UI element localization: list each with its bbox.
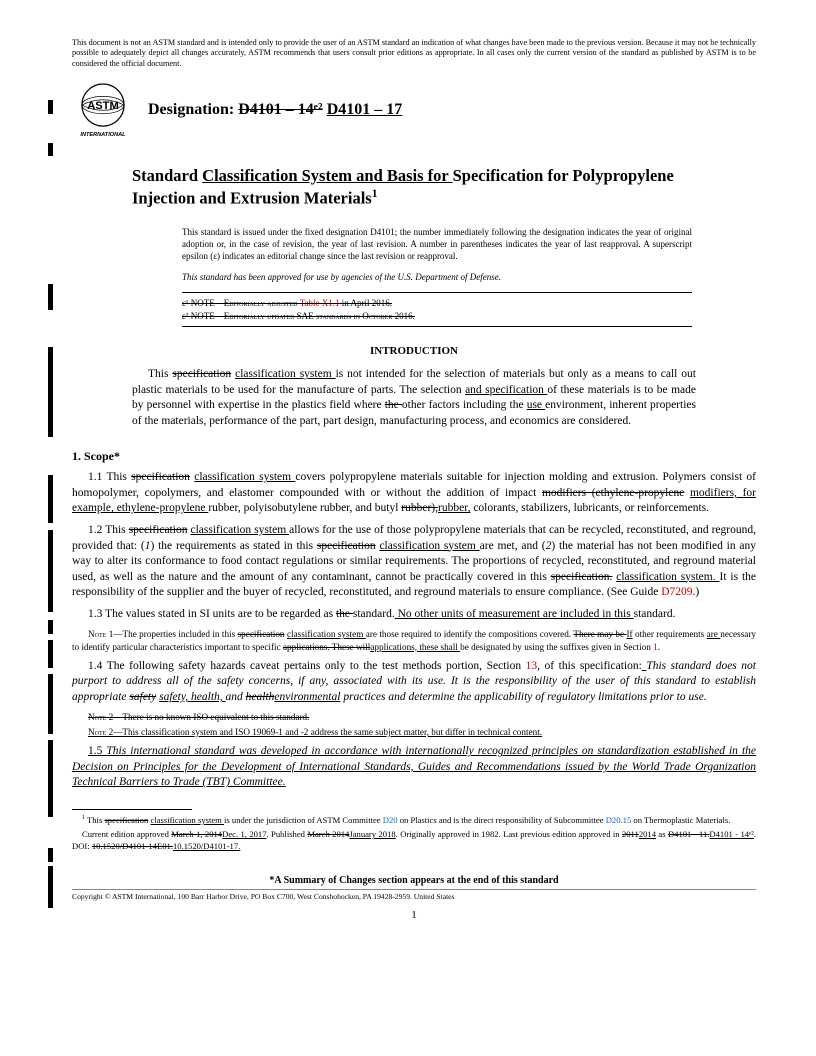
- note-2-new: Note 2—This classification system and IS…: [72, 726, 756, 738]
- note-1: Note 1—The properties included in this s…: [72, 628, 756, 653]
- scope-heading: 1. Scope*: [72, 449, 756, 464]
- old-designation: D4101 – 14ᵉ²: [238, 101, 323, 118]
- disclaimer-text: This document is not an ASTM standard an…: [72, 38, 756, 69]
- para-1-2: 1.2 This specification classification sy…: [72, 523, 756, 601]
- intro-paragraph: This specification classification system…: [132, 367, 696, 429]
- svg-text:INTERNATIONAL: INTERNATIONAL: [80, 132, 126, 138]
- dod-approval: This standard has been approved for use …: [182, 272, 756, 282]
- standard-title: Standard Classification System and Basis…: [132, 165, 692, 210]
- copyright: Copyright © ASTM International, 100 Barr…: [72, 889, 756, 901]
- summary-note: *A Summary of Changes section appears at…: [72, 875, 756, 886]
- para-1-1: 1.1 This specification classification sy…: [72, 470, 756, 517]
- footnote-1: 1 This specification classification syst…: [72, 814, 756, 826]
- astm-logo: ASTM INTERNATIONAL: [72, 79, 134, 141]
- svg-text:ASTM: ASTM: [87, 100, 119, 112]
- designation: Designation: D4101 – 14ᵉ² D4101 – 17: [148, 101, 402, 119]
- para-1-3: 1.3 The values stated in SI units are to…: [72, 607, 756, 623]
- header: ASTM INTERNATIONAL Designation: D4101 – …: [72, 79, 756, 141]
- page-number: 1: [72, 909, 756, 921]
- note-2-old: Note 2—There is no known ISO equivalent …: [72, 711, 756, 723]
- editorial-notes: ε¹ NOTE—Editorially adjusted Table X1.1 …: [182, 292, 692, 327]
- footnote-rule: [72, 809, 192, 810]
- footnote-1b: Current edition approved March 1, 2014De…: [72, 829, 756, 852]
- intro-heading: INTRODUCTION: [72, 345, 756, 357]
- fixed-designation-note: This standard is issued under the fixed …: [182, 226, 692, 262]
- para-1-5: 1.5 This international standard was deve…: [72, 744, 756, 791]
- para-1-4: 1.4 The following safety hazards caveat …: [72, 659, 756, 706]
- new-designation: D4101 – 17: [327, 101, 403, 118]
